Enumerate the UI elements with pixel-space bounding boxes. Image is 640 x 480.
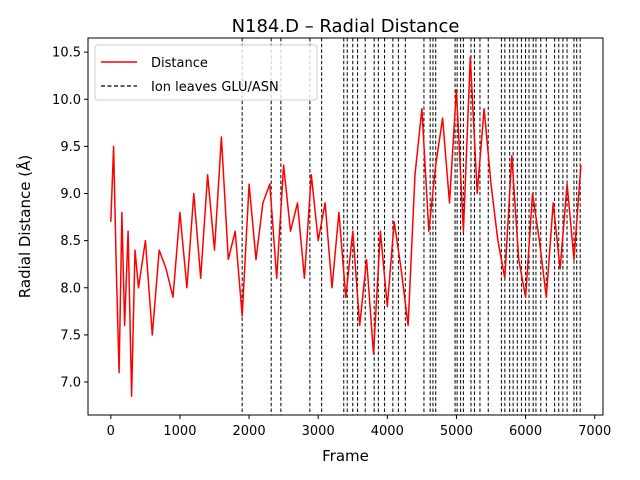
x-tick-label: 6000 bbox=[509, 424, 542, 439]
legend-box bbox=[94, 44, 318, 101]
distance-series-line bbox=[110, 56, 582, 397]
y-tick-label: 7.5 bbox=[60, 328, 81, 343]
legend-label-ion-leaves: Ion leaves GLU/ASN bbox=[151, 80, 279, 95]
y-tick-label: 7.0 bbox=[60, 376, 81, 391]
y-tick-label: 9.5 bbox=[60, 140, 81, 155]
x-tick-label: 2000 bbox=[233, 424, 266, 439]
y-tick-label: 8.5 bbox=[60, 234, 81, 249]
y-tick-label: 10.5 bbox=[52, 46, 81, 61]
legend-label-distance: Distance bbox=[151, 56, 208, 71]
x-tick-label: 1000 bbox=[163, 424, 196, 439]
x-tick-label: 5000 bbox=[440, 424, 473, 439]
x-tick-label: 3000 bbox=[302, 424, 335, 439]
distance-series-layer bbox=[110, 56, 582, 397]
y-tick-label: 9.0 bbox=[60, 187, 81, 202]
chart-legend: Distance Ion leaves GLU/ASN bbox=[94, 44, 318, 101]
plot-area-frame bbox=[87, 37, 604, 416]
x-tick-label: 4000 bbox=[371, 424, 404, 439]
x-tick-label: 7000 bbox=[578, 424, 611, 439]
x-axis-label: Frame bbox=[322, 447, 369, 465]
y-tick-label: 8.0 bbox=[60, 281, 81, 296]
y-axis-label: Radial Distance (Å) bbox=[15, 155, 34, 298]
x-tick-label: 0 bbox=[107, 424, 115, 439]
y-axis-ticks: 7.0 7.5 8.0 8.5 9.0 9.5 10.0 10.5 bbox=[52, 46, 88, 391]
chart-title: N184.D – Radial Distance bbox=[232, 16, 460, 37]
y-tick-label: 10.0 bbox=[52, 93, 81, 108]
x-axis-ticks: 0 1000 2000 3000 4000 5000 6000 7000 bbox=[107, 415, 611, 439]
